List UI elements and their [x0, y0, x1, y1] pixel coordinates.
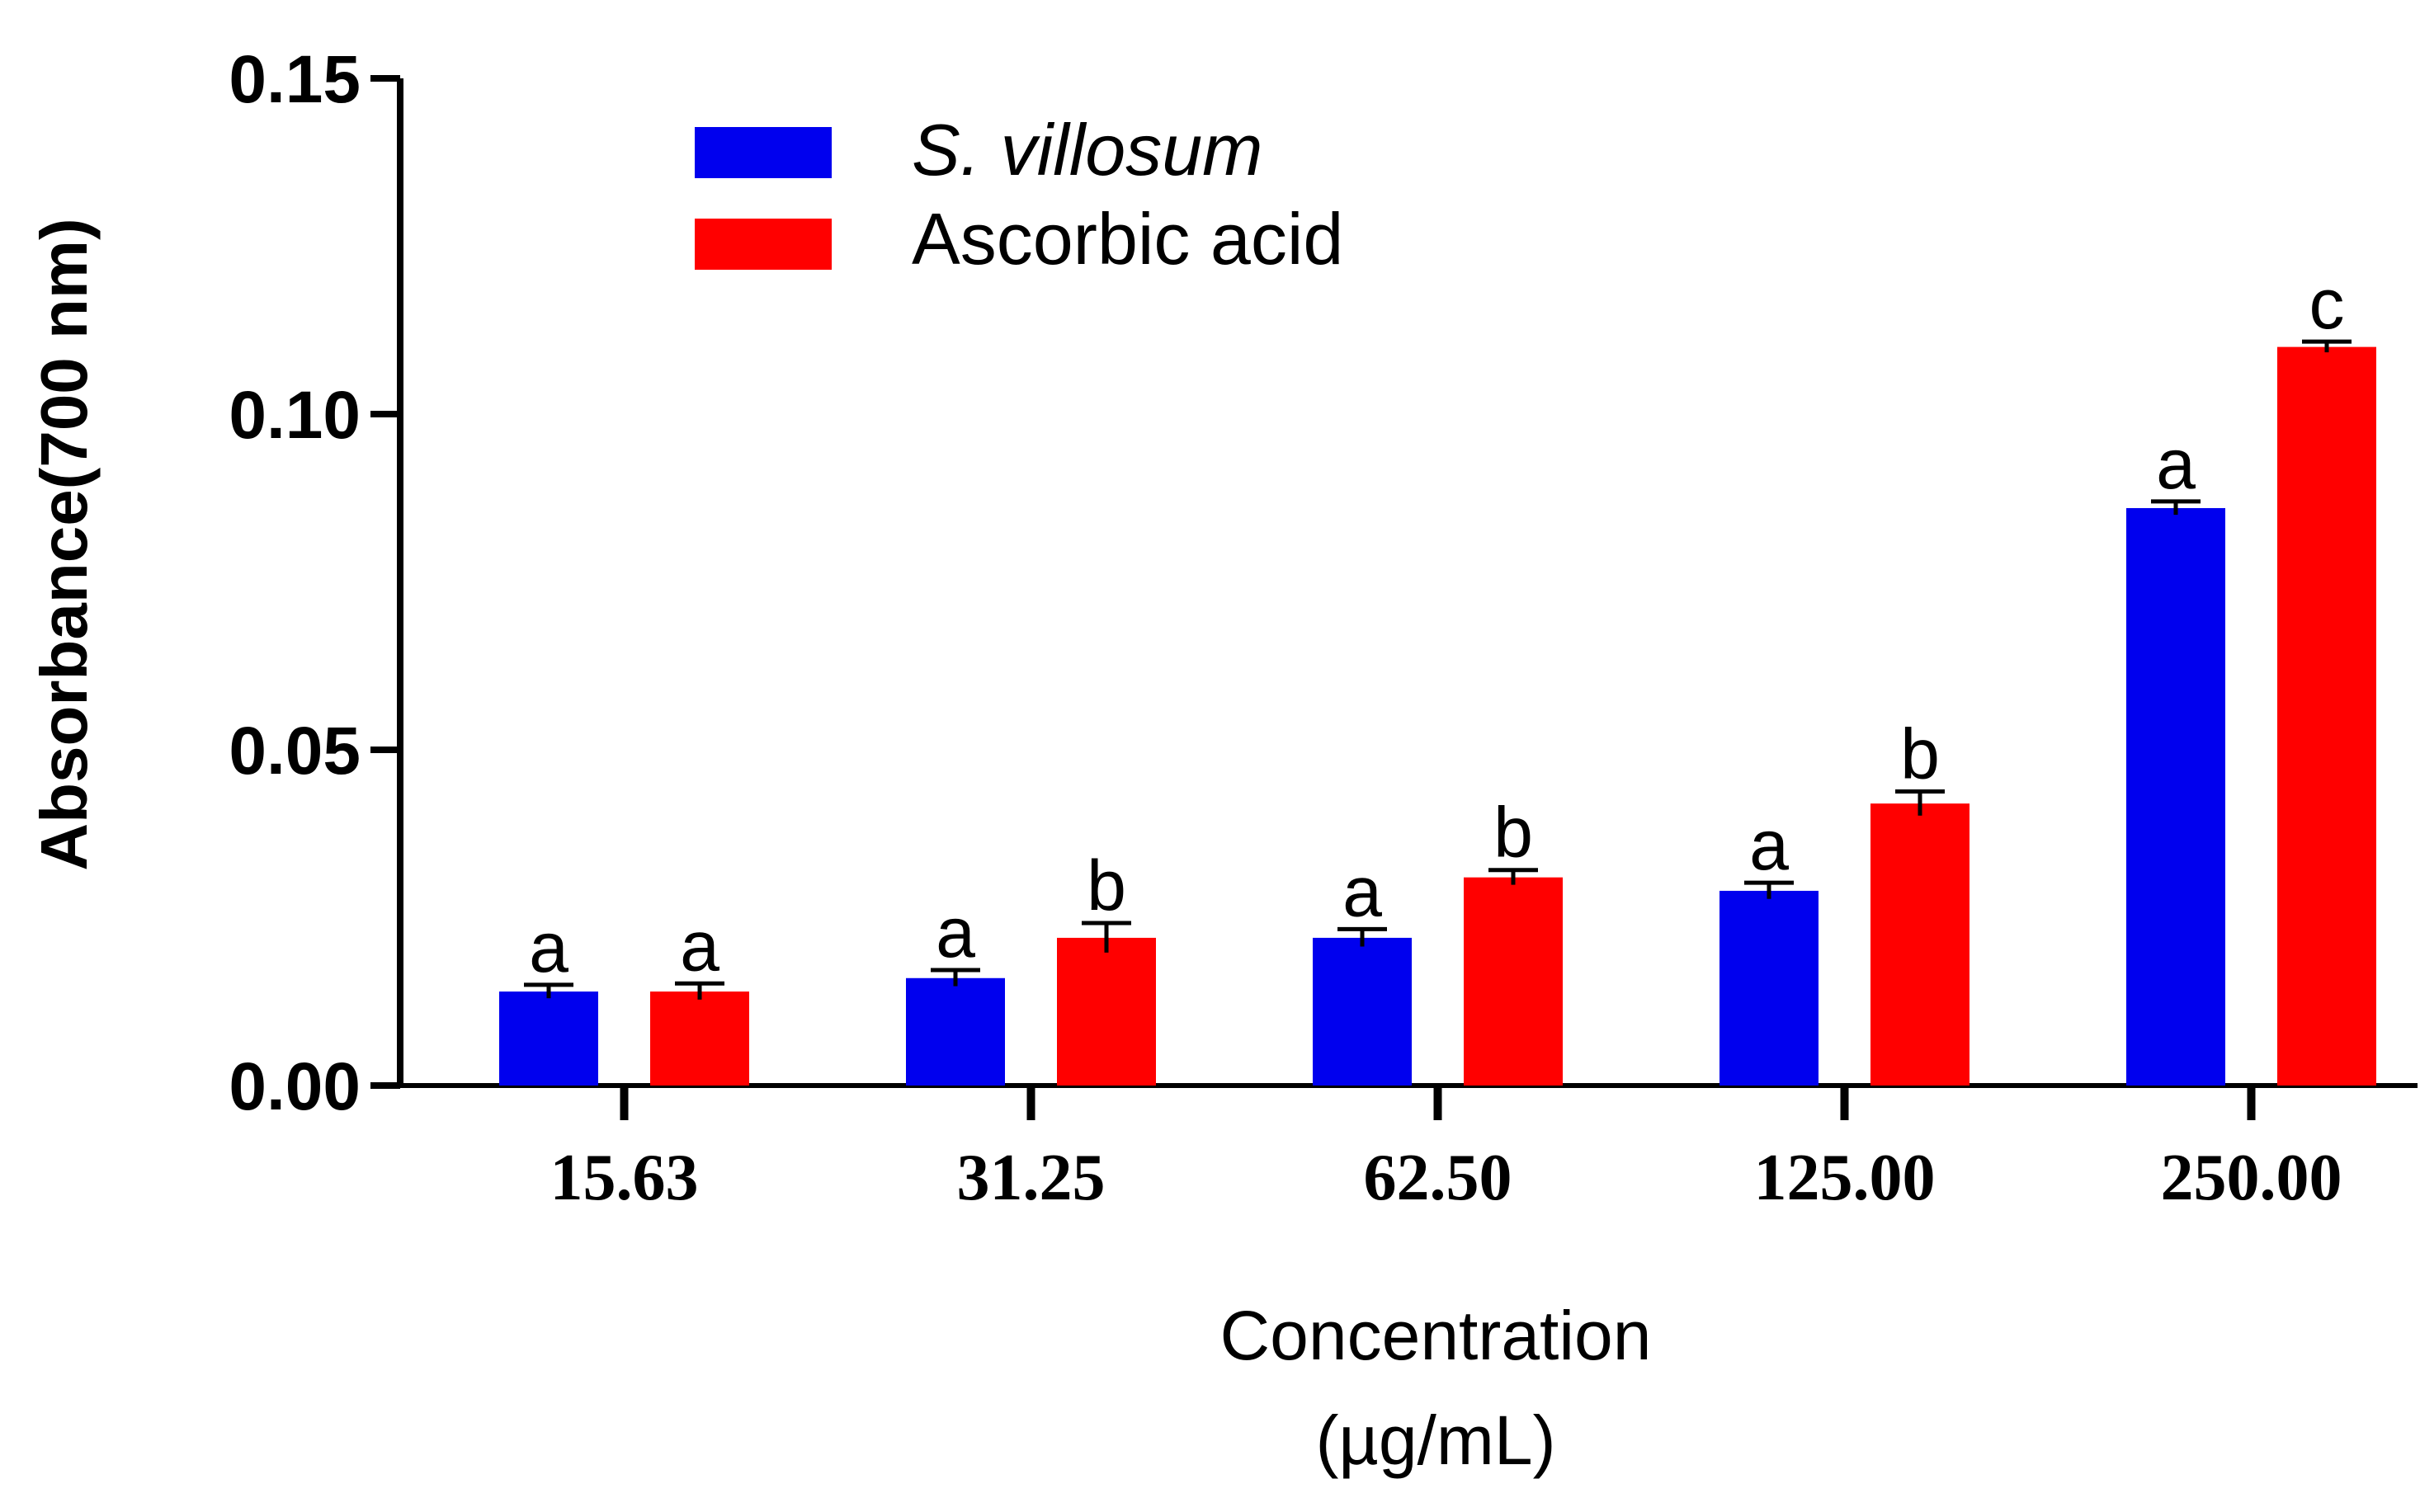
y-tick-label: 0.15: [229, 42, 361, 117]
bar: [2126, 507, 2225, 1086]
x-axis-title: Concentration: [1220, 1297, 1652, 1374]
x-axis: 15.63 31.25 62.50 125.00 250.00: [397, 1083, 2418, 1214]
y-axis: 0.00 0.05 0.10 0.15: [229, 42, 403, 1124]
x-tick-label: 250.00: [2161, 1142, 2342, 1214]
x-axis-unit: (µg/mL): [1315, 1401, 1555, 1479]
significance-label: c: [2309, 265, 2345, 344]
significance-label: b: [1900, 714, 1940, 794]
bar: [906, 977, 1005, 1086]
bar: [1313, 937, 1412, 1086]
error-bars: [524, 339, 2352, 1000]
x-tick-label: 15.63: [550, 1142, 699, 1214]
significance-label: a: [1749, 806, 1789, 885]
bar: [499, 992, 598, 1086]
y-tick-label: 0.10: [229, 378, 361, 453]
legend-swatch-s-villosum: [695, 127, 832, 178]
bar: [1719, 890, 1819, 1086]
bars: [499, 346, 2376, 1086]
bar: [650, 992, 749, 1086]
y-tick-label: 0.05: [229, 714, 361, 789]
significance-label: a: [1342, 852, 1382, 931]
x-tick-label: 31.25: [957, 1142, 1106, 1214]
legend: S. villosum Ascorbic acid: [695, 109, 1343, 280]
legend-swatch-ascorbic-acid: [695, 219, 832, 270]
x-tick-label: 62.50: [1364, 1142, 1512, 1214]
bar: [2277, 346, 2376, 1086]
significance-labels: a a a b a b a b a c: [529, 265, 2344, 987]
legend-label-ascorbic-acid: Ascorbic acid: [912, 198, 1343, 280]
significance-label: a: [680, 907, 719, 986]
y-axis-title: Absorbance(700 nm): [27, 218, 101, 870]
legend-label-s-villosum: S. villosum: [912, 109, 1262, 191]
bar: [1464, 877, 1563, 1086]
significance-label: a: [529, 908, 568, 987]
significance-label: b: [1087, 846, 1126, 926]
bar: [1870, 803, 1969, 1086]
significance-label: b: [1493, 794, 1533, 873]
x-tick-label: 125.00: [1754, 1142, 1936, 1214]
bar: [1057, 937, 1156, 1086]
significance-label: a: [936, 893, 975, 973]
significance-label: a: [2156, 425, 2196, 504]
y-tick-label: 0.00: [229, 1049, 361, 1124]
